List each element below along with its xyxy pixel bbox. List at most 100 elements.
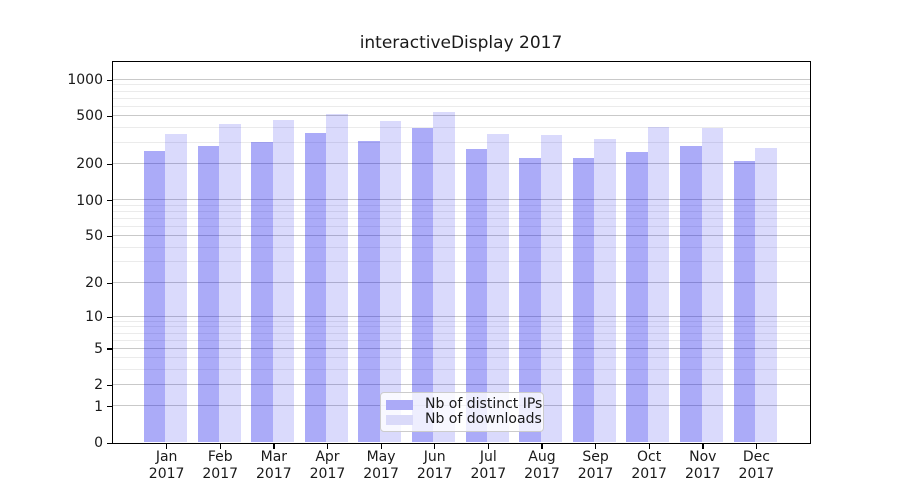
x-tick-label: Jul 2017 (456, 449, 520, 482)
y-tick-label: 500 (76, 108, 103, 125)
bar-distinct-ips-may (358, 141, 380, 442)
bar-downloads-aug (540, 134, 563, 442)
y-tick-label: 20 (85, 275, 103, 292)
x-tick-label-year: 2017 (631, 465, 667, 482)
bar-downloads-jul (487, 133, 509, 442)
legend-label-downloads: Nb of downloads (425, 411, 542, 427)
gridline-minor (113, 126, 810, 128)
x-tick-label-year: 2017 (470, 465, 507, 482)
y-tick-label: 2 (94, 377, 103, 394)
gridline-minor (113, 332, 810, 334)
gridline-minor (113, 97, 810, 99)
y-tick-label: 200 (76, 156, 103, 173)
x-tick-label-year: 2017 (684, 465, 721, 482)
gridline-minor (113, 90, 810, 92)
gridline-minor (113, 204, 810, 206)
x-tick-mark (434, 444, 436, 449)
gridline-minor (113, 357, 810, 359)
y-tick-mark (107, 348, 112, 350)
gridline-minor (113, 261, 810, 263)
bar-downloads-mar (272, 120, 295, 442)
bar-distinct-ips-dec (733, 160, 756, 442)
legend-item-distinct-ips: Nb of distinct IPs (386, 397, 542, 412)
x-tick-label: Aug 2017 (510, 449, 574, 482)
bar-downloads-apr (326, 113, 348, 442)
gridline-minor (113, 84, 810, 86)
chart-title: interactiveDisplay 2017 (359, 33, 563, 53)
y-tick-mark (107, 316, 112, 318)
x-tick-mark (380, 444, 382, 449)
y-tick-mark (107, 200, 112, 202)
bar-distinct-ips-sep (572, 157, 595, 442)
x-tick-mark (755, 444, 758, 449)
y-tick-label: 50 (85, 228, 103, 245)
x-tick-mark (487, 444, 490, 449)
gridline-minor (113, 105, 810, 107)
x-tick-label: Mar 2017 (242, 449, 306, 482)
x-tick-label: Dec 2017 (724, 449, 788, 482)
x-tick-label-year: 2017 (202, 465, 239, 482)
x-tick-mark (648, 444, 650, 449)
bar-distinct-ips-oct (626, 151, 648, 442)
gridline-major (113, 384, 810, 386)
x-tick-label-year: 2017 (738, 465, 775, 482)
legend-label-distinct-ips: Nb of distinct IPs (425, 396, 543, 412)
bar-downloads-jun (433, 112, 455, 442)
x-tick-mark (702, 444, 704, 449)
bar-distinct-ips-feb (197, 145, 220, 442)
y-tick-mark (107, 163, 112, 166)
gridline-major (113, 199, 810, 201)
gridline-minor (113, 217, 810, 219)
bar-downloads-oct (647, 127, 670, 442)
y-tick-label: 0 (94, 435, 103, 451)
x-tick-mark (273, 444, 275, 449)
legend-swatch-distinct-ips (386, 399, 413, 410)
gridline-minor (113, 141, 810, 143)
bar-distinct-ips-nov (680, 146, 702, 442)
x-tick-label: Sep 2017 (564, 449, 628, 482)
gridline-major (113, 115, 810, 117)
x-tick-mark (541, 444, 543, 449)
gridline-minor (113, 368, 810, 370)
x-tick-label: Nov 2017 (671, 449, 735, 482)
bar-distinct-ips-jan (143, 151, 166, 442)
x-tick-label: Oct 2017 (617, 449, 681, 482)
bar-downloads-jan (165, 133, 187, 442)
gridline-minor (113, 225, 810, 227)
x-tick-label: May 2017 (349, 449, 413, 482)
x-tick-mark (595, 444, 597, 449)
y-tick-mark (107, 442, 112, 444)
plot-area (112, 61, 811, 444)
bar-downloads-sep (594, 139, 616, 442)
y-tick-mark (107, 384, 112, 387)
x-tick-label-year: 2017 (524, 465, 560, 482)
y-tick-mark (107, 406, 112, 408)
x-tick-label: Jan 2017 (135, 449, 199, 482)
x-tick-label-year: 2017 (256, 465, 292, 482)
x-tick-mark (166, 444, 168, 449)
gridline-major (113, 78, 810, 80)
y-tick-label: 5 (94, 340, 103, 357)
legend: Nb of distinct IPs Nb of downloads (380, 392, 544, 432)
x-tick-label: Feb 2017 (188, 449, 252, 482)
x-tick-label: Apr 2017 (295, 449, 359, 482)
legend-item-downloads: Nb of downloads (386, 412, 542, 427)
bar-downloads-dec (755, 148, 777, 442)
gridline-minor (113, 320, 810, 322)
gridline-major (113, 235, 810, 237)
gridline-minor (113, 210, 810, 212)
x-tick-label-year: 2017 (148, 465, 185, 482)
y-tick-mark (107, 282, 112, 284)
y-tick-label: 1000 (67, 72, 103, 89)
x-tick-mark (326, 444, 329, 449)
x-tick-mark (219, 444, 222, 449)
y-tick-label: 10 (85, 309, 103, 326)
x-tick-label: Jun 2017 (403, 449, 467, 482)
bar-distinct-ips-aug (519, 158, 541, 442)
y-tick-label: 100 (76, 192, 103, 209)
bar-distinct-ips-mar (251, 142, 273, 442)
y-tick-mark (107, 235, 112, 238)
bar-downloads-feb (219, 124, 241, 442)
y-tick-label: 1 (94, 398, 103, 415)
